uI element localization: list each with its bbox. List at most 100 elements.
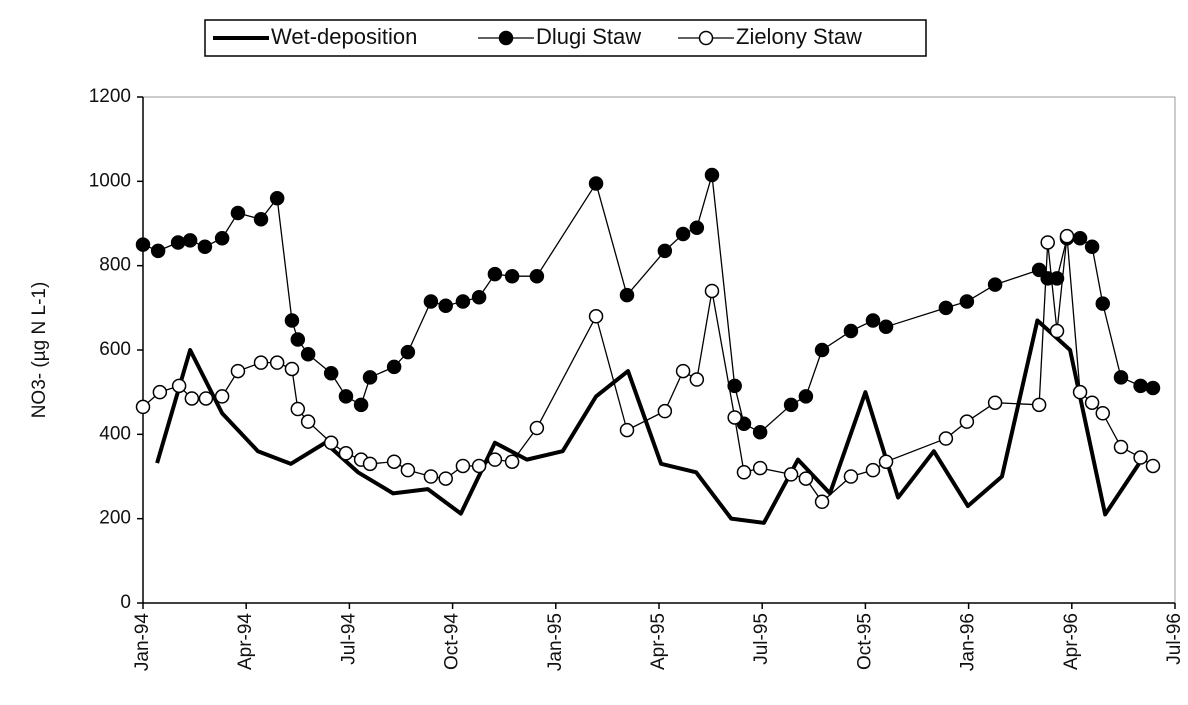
data-point xyxy=(1145,380,1161,396)
data-point xyxy=(798,389,814,404)
legend-box xyxy=(204,19,927,57)
data-point xyxy=(504,454,520,469)
data-point xyxy=(197,239,213,254)
data-point xyxy=(1145,458,1161,474)
data-point xyxy=(338,389,354,404)
data-point xyxy=(184,391,200,406)
data-point xyxy=(689,220,705,235)
data-point xyxy=(619,422,635,438)
data-point xyxy=(959,294,975,309)
data-point xyxy=(959,414,975,429)
data-point xyxy=(987,277,1003,292)
data-point xyxy=(938,300,954,316)
data-point xyxy=(657,243,673,259)
x-tick-label: Apr-95 xyxy=(648,613,669,670)
data-point xyxy=(1040,235,1055,250)
data-point xyxy=(230,205,246,221)
data-point xyxy=(1133,378,1148,394)
data-point xyxy=(1133,450,1148,465)
data-point xyxy=(727,378,742,394)
data-point xyxy=(938,431,954,446)
data-point xyxy=(1095,296,1111,311)
data-point xyxy=(300,414,316,429)
data-point xyxy=(269,190,285,206)
data-point xyxy=(230,363,246,379)
x-tick-label: Jul-94 xyxy=(338,613,359,665)
legend-label: Zielony Staw xyxy=(736,24,862,49)
data-point xyxy=(752,460,768,476)
data-point xyxy=(362,456,378,472)
data-point xyxy=(284,313,300,328)
series-line xyxy=(155,318,1141,525)
data-point xyxy=(182,233,198,248)
data-point xyxy=(284,361,300,377)
data-point xyxy=(487,452,503,467)
series-line xyxy=(142,174,1154,433)
data-point xyxy=(798,471,814,486)
data-point xyxy=(455,294,471,309)
data-point xyxy=(135,399,151,415)
data-point xyxy=(1084,239,1100,254)
y-tick-label: 0 xyxy=(120,592,131,613)
data-point xyxy=(323,365,339,381)
data-point xyxy=(752,424,768,440)
x-tick-label: Oct-94 xyxy=(442,613,463,670)
y-tick-label: 1000 xyxy=(89,170,131,191)
data-point xyxy=(290,401,306,417)
data-point xyxy=(386,454,402,469)
plot-frame xyxy=(142,96,1176,604)
data-point xyxy=(529,268,545,284)
data-point xyxy=(1095,406,1111,421)
data-point xyxy=(290,332,306,347)
legend-label: Wet-deposition xyxy=(271,24,417,49)
data-point xyxy=(1072,384,1088,400)
x-tick-label: Jan-96 xyxy=(958,613,979,671)
data-point xyxy=(198,391,214,406)
data-point xyxy=(214,231,230,246)
data-point xyxy=(987,395,1003,410)
data-point xyxy=(471,458,487,474)
data-point xyxy=(353,397,369,413)
data-point xyxy=(152,384,168,400)
data-point xyxy=(338,446,354,461)
x-tick-label: Oct-95 xyxy=(854,613,875,670)
data-point xyxy=(300,346,316,362)
data-point xyxy=(386,359,402,375)
legend-marker xyxy=(698,30,714,46)
data-point xyxy=(675,226,691,242)
data-point xyxy=(400,462,416,478)
data-point xyxy=(400,344,416,360)
data-point xyxy=(736,465,752,480)
data-point xyxy=(529,420,545,436)
data-point xyxy=(214,389,230,404)
y-tick-label: 800 xyxy=(99,255,131,276)
x-tick-label: Apr-96 xyxy=(1061,613,1082,670)
legend-marker xyxy=(498,30,514,46)
data-point xyxy=(1049,271,1065,286)
data-point xyxy=(865,462,881,478)
data-point xyxy=(1113,439,1129,455)
data-point xyxy=(1031,397,1047,413)
y-tick-label: 400 xyxy=(99,423,131,444)
data-point xyxy=(323,435,339,451)
data-point xyxy=(843,323,859,339)
x-tick-label: Apr-94 xyxy=(235,613,256,670)
data-point xyxy=(689,372,705,387)
data-point xyxy=(783,397,799,413)
data-point xyxy=(814,342,830,358)
data-point xyxy=(814,494,830,510)
data-point xyxy=(423,294,439,309)
data-point xyxy=(878,454,894,469)
data-point xyxy=(588,176,604,191)
data-point xyxy=(253,212,269,227)
data-point xyxy=(865,313,881,328)
y-tick-label: 1200 xyxy=(89,86,131,107)
y-tick-label: 200 xyxy=(99,508,131,529)
data-point xyxy=(1059,228,1075,244)
data-point xyxy=(362,370,378,385)
data-point xyxy=(727,410,742,425)
legend-label: Dlugi Staw xyxy=(536,24,641,49)
data-point xyxy=(704,167,720,183)
data-point xyxy=(704,283,720,299)
